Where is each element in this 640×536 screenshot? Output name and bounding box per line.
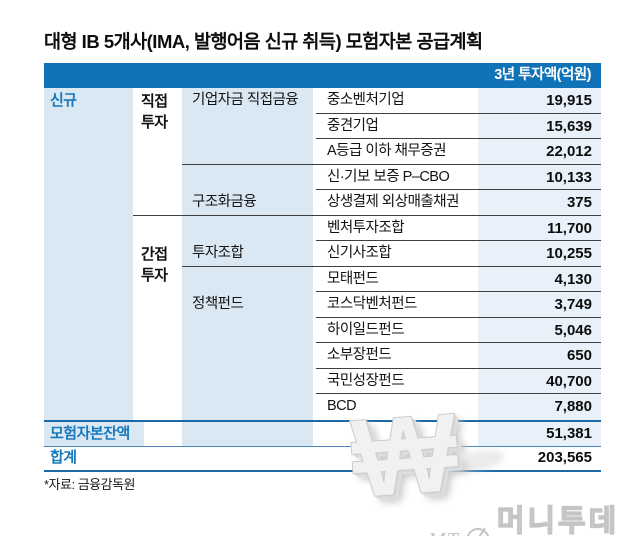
supply-plan-table: 3년 투자액(억원) 신규 직접 투자 간접 투자 기업자금 직접금융 구조화금…: [44, 63, 601, 472]
source-note: *자료: 금융감독원: [44, 477, 136, 492]
row-divider: [316, 316, 601, 318]
row-value: 3,749: [554, 296, 592, 314]
cell-group-investment-union: 투자조합: [192, 245, 244, 261]
table-row: 코스닥벤처펀드 3,749: [44, 292, 601, 318]
row-item-label: 중견기업: [327, 117, 379, 134]
subtotal-row: 모험자본잔액 51,381: [44, 420, 601, 446]
table-row: 벤처투자조합 11,700: [44, 216, 601, 242]
row-divider: [316, 291, 601, 293]
mt-logo-text: MT: [428, 528, 459, 536]
category-column-background: [44, 88, 133, 420]
row-value: 5,046: [554, 321, 592, 339]
total-value: 203,565: [537, 449, 592, 466]
cell-group-structured-finance: 구조화금융: [192, 194, 257, 210]
value-column-background: [478, 88, 601, 420]
table-row: BCD 7,880: [44, 394, 601, 420]
section-divider: [133, 214, 601, 216]
row-value: 10,255: [546, 245, 592, 263]
row-item-label: 상생결제 외상매출채권: [327, 194, 459, 211]
row-divider: [316, 342, 601, 344]
table-row: 신기사조합 10,255: [44, 241, 601, 267]
direct-investment-line1: 직접: [141, 93, 168, 110]
row-item-label: 국민성장펀드: [327, 372, 405, 389]
moneytoday-brand-text: 머니투데이: [496, 504, 620, 536]
row-item-label: 중소벤처기업: [327, 92, 405, 108]
row-value: 40,700: [546, 372, 592, 390]
row-item-label: 소부장펀드: [327, 347, 392, 364]
cell-group-corporate-direct-finance: 기업자금 직접금융: [192, 92, 299, 108]
cell-direct-investment: 직접 투자: [141, 91, 168, 133]
row-divider: [316, 393, 601, 395]
moneytoday-logo: MT 머니투데이: [428, 496, 640, 536]
row-value: 4,130: [554, 270, 592, 288]
table-body: 신규 직접 투자 간접 투자 기업자금 직접금융 구조화금융 투자조합 정책펀드…: [44, 88, 601, 420]
table-row: 상생결제 외상매출채권 375: [44, 190, 601, 216]
subtotal-category-background: [44, 422, 144, 446]
row-item-label: A등급 이하 채무증권: [327, 143, 446, 160]
row-value: 10,133: [546, 168, 592, 186]
row-item-label: 신·기보 보증 P–CBO: [327, 168, 450, 185]
group-divider: [182, 163, 601, 165]
page-title: 대형 IB 5개사(IMA, 발행어음 신규 취득) 모험자본 공급계획: [44, 31, 483, 52]
row-divider: [316, 138, 601, 140]
group-divider: [182, 265, 601, 267]
row-item-label: BCD: [327, 398, 357, 415]
row-divider: [316, 112, 601, 114]
cell-category-new: 신규: [50, 92, 77, 109]
table-rows: 중소벤처기업 19,915 중견기업 15,639 A등급 이하 채무증권 22…: [44, 88, 601, 420]
row-item-label: 모태펀드: [327, 270, 379, 287]
subtotal-value-background: [478, 422, 601, 446]
table-row: 중소벤처기업 19,915: [44, 88, 601, 114]
table-row: 신·기보 보증 P–CBO 10,133: [44, 165, 601, 191]
row-value: 19,915: [546, 92, 592, 109]
cell-indirect-investment: 간접 투자: [141, 244, 168, 286]
group-column-background: [182, 88, 313, 420]
indirect-investment-line2: 투자: [141, 267, 168, 284]
table-row: 모태펀드 4,130: [44, 267, 601, 293]
table-header-row: 3년 투자액(억원): [44, 63, 601, 88]
header-value-column-label: 3년 투자액(억원): [494, 67, 591, 83]
indirect-investment-line1: 간접: [141, 246, 168, 263]
table-row: 중견기업 15,639: [44, 114, 601, 140]
row-item-label: 코스닥벤처펀드: [327, 296, 417, 313]
row-item-label: 벤처투자조합: [327, 219, 405, 236]
mt-logo-circle-icon: [466, 527, 490, 536]
table-row: 하이일드펀드 5,046: [44, 318, 601, 344]
row-item-label: 신기사조합: [327, 245, 392, 262]
table-row: 국민성장펀드 40,700: [44, 369, 601, 395]
direct-investment-line2: 투자: [141, 114, 168, 131]
subtotal-label: 모험자본잔액: [50, 425, 130, 442]
table-row: 소부장펀드 650: [44, 343, 601, 369]
row-value: 22,012: [546, 143, 592, 161]
row-value: 7,880: [554, 398, 592, 416]
table-row: A등급 이하 채무증권 22,012: [44, 139, 601, 165]
subtotal-value: 51,381: [546, 425, 592, 442]
row-divider: [316, 240, 601, 242]
cell-group-policy-fund: 정책펀드: [192, 296, 244, 312]
row-item-label: 하이일드펀드: [327, 321, 405, 338]
total-row: 합계 203,565: [44, 446, 601, 472]
row-value: 15,639: [546, 117, 592, 135]
row-value: 375: [566, 194, 592, 212]
subtotal-group-background: [182, 422, 313, 446]
total-label: 합계: [50, 449, 77, 466]
row-value: 650: [566, 347, 592, 365]
row-divider: [316, 367, 601, 369]
row-divider: [316, 189, 601, 191]
row-value: 11,700: [546, 219, 592, 237]
